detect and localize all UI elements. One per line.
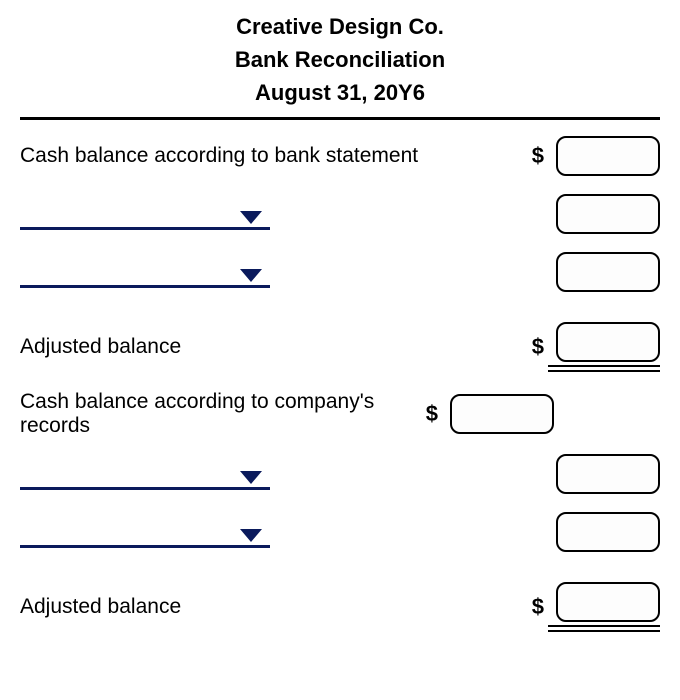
- double-rule: [548, 370, 660, 372]
- input-bank-adj-2[interactable]: [556, 252, 660, 292]
- chevron-down-icon: [240, 471, 262, 484]
- report-title: Bank Reconciliation: [20, 43, 660, 76]
- dropdown-company-adj-1[interactable]: [20, 458, 270, 490]
- dollar-sign: $: [526, 143, 548, 169]
- row-adjusted-2: Adjusted balance $: [20, 582, 660, 632]
- dollar-sign: $: [526, 594, 548, 620]
- reconciliation-worksheet: Creative Design Co. Bank Reconciliation …: [0, 0, 680, 652]
- header: Creative Design Co. Bank Reconciliation …: [20, 10, 660, 120]
- label-adjusted-2: Adjusted balance: [20, 595, 526, 619]
- label-adjusted-1: Adjusted balance: [20, 335, 526, 359]
- dropdown-bank-adj-2[interactable]: [20, 256, 270, 288]
- double-rule: [548, 630, 660, 632]
- report-date: August 31, 20Y6: [20, 76, 660, 109]
- input-company-adj-2[interactable]: [556, 512, 660, 552]
- input-adjusted-2[interactable]: [556, 582, 660, 622]
- label-company-balance: Cash balance according to company's reco…: [20, 390, 420, 438]
- row-bank-adj-1: [20, 192, 660, 236]
- chevron-down-icon: [240, 269, 262, 282]
- row-bank-balance: Cash balance according to bank statement…: [20, 134, 660, 178]
- dropdown-company-adj-2[interactable]: [20, 516, 270, 548]
- input-company-adj-1[interactable]: [556, 454, 660, 494]
- row-bank-adj-2: [20, 250, 660, 294]
- chevron-down-icon: [240, 211, 262, 224]
- row-adjusted-1: Adjusted balance $: [20, 322, 660, 372]
- double-rule: [548, 365, 660, 367]
- row-company-adj-1: [20, 452, 660, 496]
- input-adjusted-1[interactable]: [556, 322, 660, 362]
- dollar-sign: $: [526, 334, 548, 360]
- input-company-balance[interactable]: [450, 394, 554, 434]
- row-company-adj-2: [20, 510, 660, 554]
- dropdown-bank-adj-1[interactable]: [20, 198, 270, 230]
- dollar-sign: $: [420, 401, 442, 427]
- chevron-down-icon: [240, 529, 262, 542]
- input-bank-adj-1[interactable]: [556, 194, 660, 234]
- company-name: Creative Design Co.: [20, 10, 660, 43]
- double-rule: [548, 625, 660, 627]
- label-bank-balance: Cash balance according to bank statement: [20, 144, 526, 168]
- row-company-balance: Cash balance according to company's reco…: [20, 390, 660, 438]
- input-bank-balance[interactable]: [556, 136, 660, 176]
